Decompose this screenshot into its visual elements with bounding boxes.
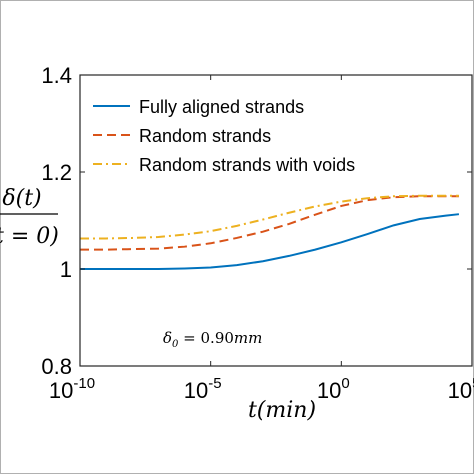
series-line-fully-aligned-strands: [80, 213, 460, 270]
x-axis-label: t(min): [248, 398, 316, 423]
y-tick-label-3: 1.4: [41, 63, 72, 88]
legend-label-0: Fully aligned strands: [139, 97, 304, 117]
ticks-layer: [79, 74, 473, 367]
y-axis-label: δ(t) δ(t = 0): [0, 186, 59, 249]
x-tick-label-1: 10-5: [184, 375, 222, 403]
x-tick-label-3: 105: [448, 375, 474, 403]
legend: Fully aligned strands Random strands Rando…: [93, 97, 355, 175]
annotation-delta0: δ0 = 0.90mm: [163, 329, 262, 350]
y-tick-label-0: 0.8: [41, 354, 72, 379]
series-layer: [80, 194, 460, 270]
legend-label-1: Random strands: [139, 126, 271, 146]
y-tick-label-2: 1.2: [41, 160, 72, 185]
tick-labels: 0.8 1 1.2 1.4 10-10 10-5 100 105: [41, 63, 474, 403]
x-tick-label-2: 100: [317, 375, 350, 403]
x-tick-label-0: 10-10: [49, 375, 95, 403]
y-tick-label-1: 1: [60, 257, 72, 282]
series-line-random-strands-with-voids: [80, 194, 459, 240]
plot-area: [80, 75, 472, 366]
y-axis-label-denominator: δ(t = 0): [0, 224, 59, 249]
y-axis-label-numerator: δ(t): [2, 186, 41, 211]
axes-box: [79, 74, 473, 367]
legend-label-2: Random strands with voids: [139, 155, 355, 175]
series-line-random-strands: [80, 195, 459, 251]
